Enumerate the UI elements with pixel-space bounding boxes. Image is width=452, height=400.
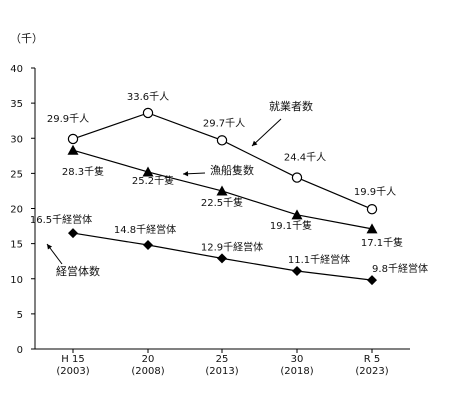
y-tick-label: 25 [10,169,23,180]
diamond-marker [217,253,227,264]
data-label: 25.2千隻 [132,174,174,187]
series-markers [67,107,378,286]
circle-marker [142,107,154,119]
data-label: 19.1千隻 [270,219,312,232]
x-tick-year-label: (2008) [131,366,164,377]
series-callout-leader [251,118,282,147]
x-tick-label: H 15 [61,354,84,365]
series-name-label: 経営体数 [56,264,100,278]
data-labels: 29.9千人 33.6千人 29.7千人 24.4千人 19.9千人 28.3千隻 25.2… [30,91,428,275]
series-callout-arrowhead [47,244,53,250]
x-tick-label: 25 [216,354,229,365]
triangle-marker [67,144,79,155]
circle-marker [67,133,79,145]
y-tick-label: 0 [17,345,23,356]
data-label: 22.5千隻 [201,196,243,209]
x-tick-year-label: (2023) [355,366,388,377]
data-label: 9.8千経営体 [372,262,428,275]
triangle-marker [366,223,378,234]
x-tick-label: 30 [291,354,304,365]
data-label: 16.5千経営体 [30,213,92,226]
data-label: 19.9千人 [354,186,396,198]
data-label: 29.9千人 [47,113,89,125]
x-tick-label: 20 [142,354,155,365]
data-label: 29.7千人 [203,117,245,129]
series-callout-arrowhead [183,171,189,177]
series-name-label: 漁船隻数 [210,163,254,177]
y-tick-label: 35 [10,99,23,110]
triangle-marker [142,166,154,177]
data-label: 11.1千経営体 [288,253,350,266]
y-tick-labels: 0 5 10 15 20 25 30 35 40 [10,64,23,356]
circle-marker [291,172,303,183]
triangle-marker [291,209,303,220]
series-callout-arrowhead [252,140,258,146]
circle-marker [216,135,228,146]
data-label: 28.3千隻 [62,165,104,178]
triangle-marker [216,185,228,196]
data-label: 12.9千経営体 [201,240,263,253]
y-tick-label: 30 [10,134,23,145]
data-label: 14.8千経営体 [114,223,176,236]
y-tick-label: 5 [17,310,23,321]
y-tick-label: 10 [10,275,23,286]
circle-marker [366,204,378,215]
x-tick-year-label: (2003) [56,366,89,377]
y-tick-label: 15 [10,240,23,251]
diamond-marker [68,228,78,239]
y-tick-label: 40 [10,64,23,75]
x-tick-label: R 5 [364,354,381,365]
x-tick-year-label: (2018) [280,366,313,377]
axes [31,67,410,353]
data-label: 33.6千人 [127,91,169,103]
diamond-marker [367,275,377,286]
x-tick-labels: H 15(2003) 20(2008) 25(2013) 30(2018) R 5(20… [56,354,388,377]
x-tick-year-label: (2013) [205,366,238,377]
data-label: 17.1千隻 [361,236,403,249]
y-unit-label: （千） [10,32,43,45]
data-label: 24.4千人 [284,152,326,164]
series-name-label: 就業者数 [269,99,313,113]
diamond-marker [143,240,153,251]
diamond-marker [292,266,302,277]
y-tick-label: 20 [10,205,23,216]
